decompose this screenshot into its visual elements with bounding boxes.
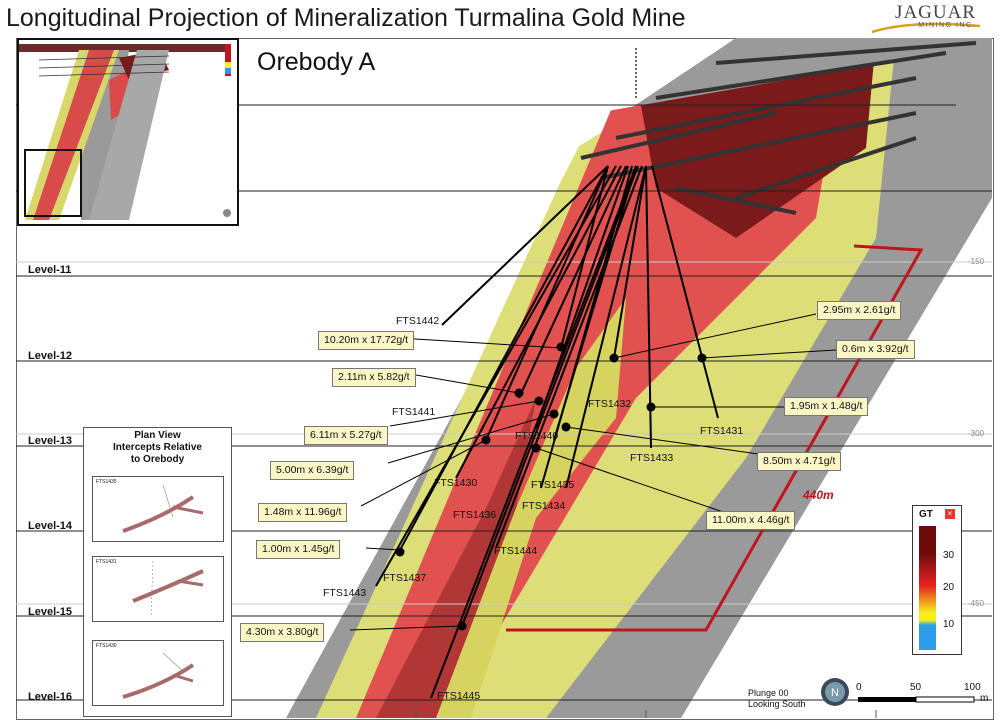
intercept-callout: 2.95m x 2.61g/t (817, 301, 902, 320)
level-16-label: Level-16 (28, 691, 73, 703)
intercept-callout: 5.00m x 6.39g/t (270, 461, 355, 480)
hole-label: FTS1437 (383, 572, 427, 584)
intercept-callout: 11.00m x 4.46g/t (706, 511, 796, 530)
logo-swoosh-icon (871, 22, 981, 34)
plan-view-title-line: Intercepts Relative (113, 442, 202, 453)
hole-label: FTS1431 (700, 425, 744, 437)
plan-view-hole-label: FTS1435 (96, 479, 117, 485)
level-13-label: Level-13 (28, 435, 73, 447)
elevation-label: -450 (968, 599, 985, 608)
orebody-label: Orebody A (257, 48, 376, 76)
plan-view-sketch (122, 484, 204, 533)
drill-holes (375, 165, 719, 699)
boundary-red-line (506, 244, 924, 632)
development-drifts (580, 41, 977, 215)
elevation-label: -150 (968, 257, 985, 266)
intercept-callout: 0.6m x 3.92g/t (836, 340, 915, 359)
close-icon[interactable]: × (945, 509, 955, 519)
distance-label: 440m (803, 488, 834, 502)
scale-bar (858, 696, 975, 703)
legend-tick: 10 (943, 619, 955, 630)
plan-view-sketch (122, 652, 195, 699)
plunge-line: Looking South (748, 699, 806, 709)
overview-map (19, 40, 237, 224)
hole-label: FTS1443 (323, 587, 367, 599)
plan-view-hole-label: FTS1431 (96, 559, 117, 565)
hole-label: FTS1432 (588, 398, 632, 410)
scale-label: 50 (910, 682, 922, 693)
plan-view-panel: Plan View Intercepts Relative to Orebody… (83, 427, 232, 717)
orebody-darkred-2 (376, 398, 536, 718)
plan-view-title-line: to Orebody (130, 454, 185, 465)
hole-label: FTS1444 (494, 545, 538, 557)
legend-title: GT (919, 509, 933, 520)
hole-label: FTS1445 (437, 690, 481, 702)
level-14-label: Level-14 (28, 520, 73, 532)
plunge-line: Plunge 00 (748, 688, 789, 698)
plan-view-box: FTS1430 (92, 640, 224, 706)
hole-label: FTS1433 (630, 452, 674, 464)
hole-label: FTS1434 (522, 500, 566, 512)
page-title: Longitudinal Projection of Mineralizatio… (6, 4, 686, 32)
svg-text:N: N (831, 687, 839, 699)
plan-view-hole-label: FTS1430 (96, 643, 117, 649)
intercept-callout: 10.20m x 17.72g/t (318, 331, 415, 350)
intercept-dots (395, 342, 707, 631)
scale-label: 0 (856, 682, 862, 693)
intercept-callout: 4.30m x 3.80g/t (240, 623, 325, 642)
grade-thickness-legend: GT × 30 20 10 (912, 505, 962, 655)
intercept-callout: 1.48m x 11.96g/t (258, 503, 348, 522)
plan-view-box: FTS1431 (92, 556, 224, 622)
level-12-label: Level-12 (28, 350, 73, 362)
legend-tick: 20 (943, 582, 955, 593)
overview-inset (17, 38, 239, 226)
hole-label: FTS1436 (453, 509, 497, 521)
plan-view-title-line: Plan View (134, 430, 181, 441)
elevation-label: -300 (968, 429, 985, 438)
hole-label: FTS1430 (434, 477, 478, 489)
hole-label: FTS1442 (396, 315, 440, 327)
scale-label: 100 (964, 682, 981, 693)
intercept-callout: 6.11m x 5.27g/t (304, 426, 388, 445)
north-compass-icon: N (821, 678, 849, 706)
level-11-label: Level-11 (28, 264, 72, 276)
intercept-callout: 1.00m x 1.45g/t (256, 540, 341, 559)
level-15-label: Level-15 (28, 606, 73, 618)
legend-color-bar (919, 526, 936, 650)
plunge-note: Plunge 00 Looking South (748, 688, 806, 710)
logo-word: JAGUAR (895, 2, 976, 23)
plan-view-sketch (132, 560, 204, 618)
jaguar-logo: JAGUAR MINING INC. (870, 0, 982, 36)
logo-sub: MINING INC. (918, 22, 976, 29)
intercept-callout: 2.11m x 5.82g/t (332, 368, 416, 387)
legend-tick: 30 (943, 550, 955, 561)
hole-label: FTS1435 (531, 479, 575, 491)
hole-label: FTS1441 (392, 406, 436, 418)
intercept-callout: 8.50m x 4.71g/t (757, 452, 842, 471)
hole-label: FTS1440 (515, 430, 559, 442)
leader-lines (349, 313, 837, 631)
plan-view-title: Plan View Intercepts Relative to Orebody (84, 430, 231, 466)
plan-view-box: FTS1435 (92, 476, 224, 542)
intercept-callout: 1.95m x 1.48g/t (784, 397, 869, 416)
scale-unit: m (980, 693, 989, 704)
